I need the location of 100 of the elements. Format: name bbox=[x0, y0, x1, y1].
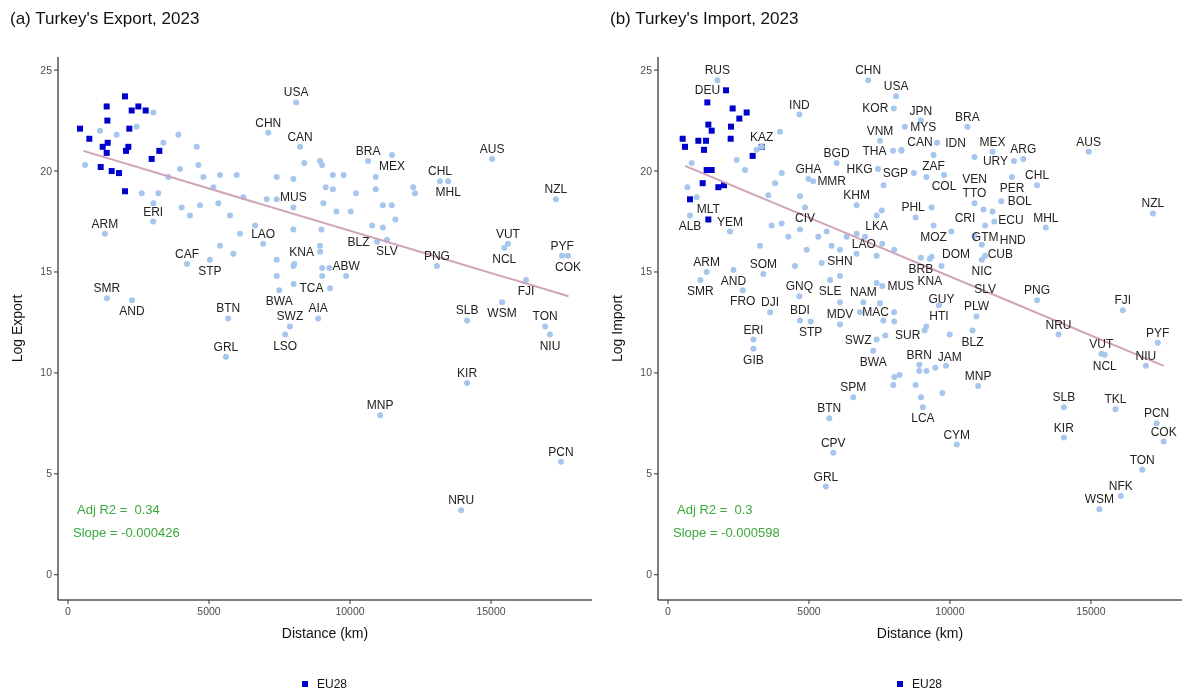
annotation: GHA bbox=[795, 162, 822, 177]
annotation: MNP bbox=[964, 369, 992, 384]
point bbox=[679, 135, 686, 142]
point bbox=[122, 188, 129, 195]
annotation: NZL bbox=[1141, 196, 1165, 211]
annotation: CAN bbox=[287, 129, 313, 144]
annotation: SOM bbox=[749, 257, 777, 271]
annotation: NIU bbox=[539, 338, 561, 353]
annotation: BGD bbox=[823, 145, 850, 160]
y-tick-label: 20 bbox=[40, 164, 53, 177]
point bbox=[704, 99, 711, 106]
annotation: TON bbox=[1129, 452, 1155, 467]
annotation: LKA bbox=[865, 219, 888, 234]
annotation: NAM bbox=[850, 285, 877, 300]
y-tick-label: 15 bbox=[640, 265, 653, 278]
annotation: BLZ bbox=[347, 234, 370, 249]
annotation: SLV bbox=[974, 281, 997, 296]
annotation: SLB bbox=[455, 303, 479, 318]
annotation: CHL bbox=[427, 164, 453, 179]
point bbox=[715, 184, 722, 191]
annotation: VUT bbox=[495, 226, 521, 241]
point bbox=[122, 93, 129, 100]
x-tick-label: 15000 bbox=[476, 605, 506, 617]
annotation: SGP bbox=[882, 166, 909, 181]
point bbox=[682, 143, 689, 150]
annotation: SHN bbox=[827, 253, 853, 268]
annotation: MUS bbox=[280, 190, 307, 205]
annotation: PYF bbox=[550, 238, 574, 253]
point bbox=[729, 105, 736, 112]
annotation: SWZ bbox=[276, 309, 304, 324]
annotation: PYF bbox=[1146, 325, 1170, 340]
annotation: BWA bbox=[265, 294, 293, 309]
annotation: BRA bbox=[355, 143, 381, 158]
point bbox=[128, 107, 135, 114]
annotation: BTN bbox=[216, 301, 241, 316]
point bbox=[97, 164, 104, 171]
annotation: USA bbox=[283, 85, 309, 100]
annotation: MNP bbox=[366, 398, 394, 413]
annotation: KNA bbox=[289, 244, 314, 259]
annotation: SWZ bbox=[844, 332, 872, 347]
annotation: MDV bbox=[826, 307, 854, 322]
annotation: KHM bbox=[843, 188, 870, 203]
annotation: CHN bbox=[855, 63, 882, 78]
x-axis-title: Distance (km) bbox=[281, 625, 369, 641]
annotation: FRO bbox=[730, 294, 756, 309]
chart-title: (a) Turkey's Export, 2023 bbox=[10, 9, 200, 28]
annotation: ARG bbox=[1010, 141, 1037, 156]
annotation: JPN bbox=[909, 103, 933, 118]
annotation: DEU bbox=[694, 83, 721, 98]
annotation: SLV bbox=[376, 243, 398, 258]
point bbox=[77, 125, 83, 132]
annotation: ERI bbox=[143, 204, 164, 219]
y-tick-label: 0 bbox=[46, 568, 53, 581]
point bbox=[708, 127, 715, 134]
annotation: DOM bbox=[941, 246, 970, 261]
legend-label: EU28 bbox=[317, 677, 348, 691]
annotation: BDI bbox=[789, 303, 810, 318]
annotation: TTO bbox=[962, 186, 987, 201]
annotation: SLB bbox=[1052, 390, 1076, 405]
annotation: PER bbox=[999, 181, 1025, 196]
annotation: MEX bbox=[379, 158, 406, 173]
point bbox=[703, 137, 710, 144]
annotation: MHL bbox=[1033, 210, 1059, 225]
point bbox=[99, 143, 106, 150]
annotation: NRU bbox=[1045, 317, 1072, 332]
point bbox=[104, 117, 111, 124]
annotation: SUR bbox=[895, 328, 921, 343]
point bbox=[749, 152, 756, 159]
annotation: Slope = -0.000426 bbox=[73, 525, 180, 541]
annotation: TON bbox=[532, 309, 558, 324]
annotation: VNM bbox=[866, 123, 894, 138]
legend-label: EU28 bbox=[912, 677, 943, 691]
point bbox=[103, 149, 110, 156]
annotation: BRA bbox=[955, 109, 980, 124]
point bbox=[705, 216, 712, 223]
annotation: BOL bbox=[1007, 194, 1033, 209]
annotation: MMR bbox=[817, 174, 847, 189]
point bbox=[142, 107, 149, 114]
point bbox=[723, 87, 730, 94]
point bbox=[701, 146, 708, 153]
point bbox=[108, 168, 115, 175]
annotation: MUS bbox=[887, 279, 915, 294]
x-tick-label: 15000 bbox=[1076, 605, 1106, 617]
annotation: MYS bbox=[910, 119, 937, 134]
annotation: NIC bbox=[971, 263, 993, 278]
annotation: COK bbox=[1150, 424, 1177, 439]
annotation: LAO bbox=[251, 226, 276, 241]
point bbox=[708, 167, 715, 174]
annotation: MAC bbox=[862, 305, 890, 320]
annotation: ALB bbox=[678, 219, 702, 234]
annotation: KOR bbox=[862, 101, 889, 116]
point bbox=[126, 125, 133, 132]
annotation: NFK bbox=[1108, 479, 1133, 494]
annotation: TCA bbox=[299, 281, 324, 296]
annotation: KIR bbox=[1053, 420, 1075, 435]
annotation: NRU bbox=[448, 493, 475, 508]
annotation: GIB bbox=[743, 352, 764, 367]
annotation: SMR bbox=[93, 281, 121, 296]
annotation: FJI bbox=[517, 284, 535, 299]
y-tick-label: 25 bbox=[640, 63, 653, 76]
